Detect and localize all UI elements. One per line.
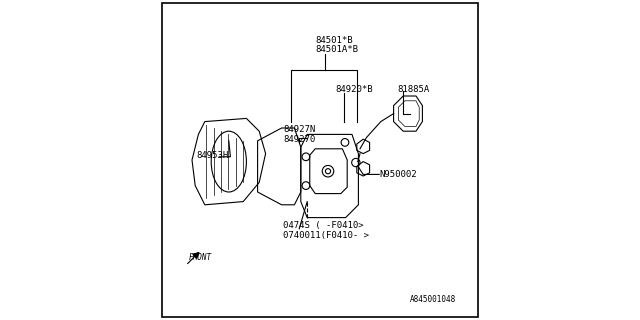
Text: 0474S ( -F0410>: 0474S ( -F0410> [283,221,364,230]
Text: FRONT: FRONT [189,253,212,262]
Text: 849270: 849270 [283,135,316,144]
Text: 84501A*B: 84501A*B [315,45,358,54]
Text: N950002: N950002 [380,170,417,179]
Text: 0740011(F0410- >: 0740011(F0410- > [283,231,369,240]
Text: 84927N: 84927N [283,125,316,134]
Text: 84501*B: 84501*B [315,36,353,44]
Text: A845001048: A845001048 [410,295,456,304]
Text: 81885A: 81885A [397,85,429,94]
Text: 84953H: 84953H [197,151,229,160]
Text: 84920*B: 84920*B [335,85,373,94]
